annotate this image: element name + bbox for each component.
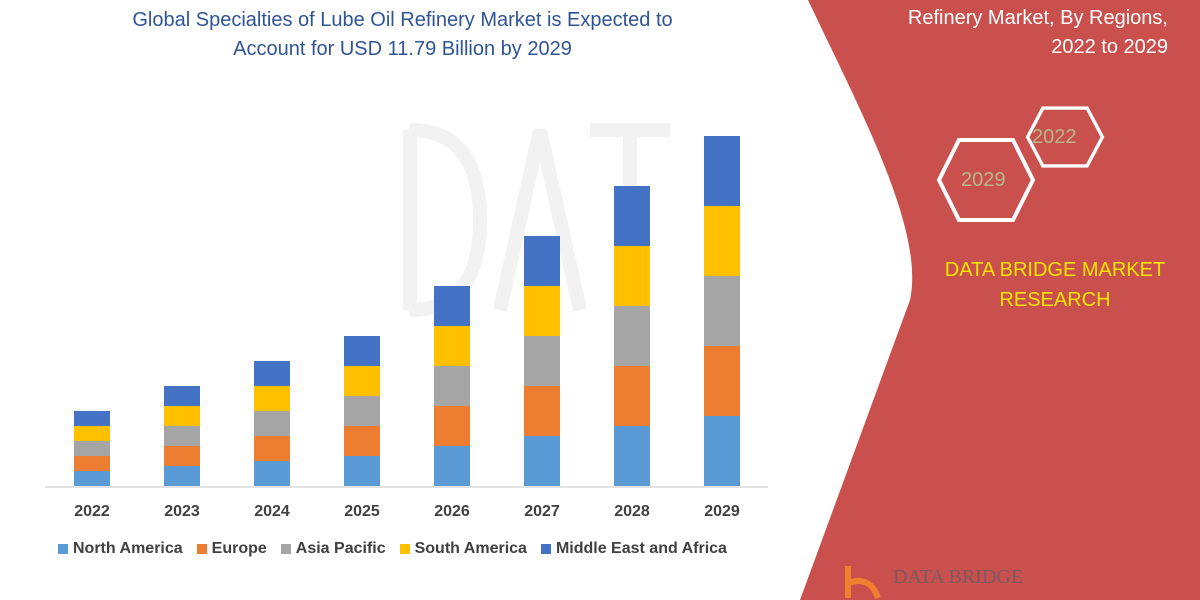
bar-2029-europe [704,346,740,416]
bar-2026-north-america [434,446,470,486]
x-tick-label: 2029 [704,503,740,520]
logo-text: DATA BRIDGE [893,566,1024,588]
bar-2028-europe [614,366,650,426]
brand-line-2: RESEARCH [999,289,1111,311]
legend-swatch [540,544,551,554]
x-tick-label: 2022 [74,503,110,520]
legend-item: South America [399,540,527,558]
bar-2027-south-america [524,286,560,336]
title-line-1: Global Specialties of Lube Oil Refinery … [132,9,673,31]
bar-2025-europe [344,426,380,456]
side-title: Refinery Market, By Regions, 2022 to 202… [908,4,1168,62]
brand-line-1: DATA BRIDGE MARKET [944,259,1166,281]
legend-item: Europe [196,540,267,558]
legend: North America Europe Asia Pacific South Ame… [58,540,727,558]
legend-item: Asia Pacific [280,540,386,558]
bar-2026-asia-pacific [434,366,470,406]
bar-2029-north-america [704,416,740,486]
bar-2024-europe [254,436,290,461]
legend-swatch [399,544,410,554]
bar-2024-asia-pacific [254,411,290,436]
x-tick-label: 2024 [254,503,290,520]
legend-swatch [196,544,207,554]
bar-2027-north-america [524,436,560,486]
legend-label: Europe [211,540,267,557]
bar-2027-middle-east-and-africa [524,236,560,286]
x-tick-label: 2023 [164,503,200,520]
legend-item: Middle East and Africa [540,540,727,558]
legend-swatch [280,544,291,554]
hex-2022 [1025,106,1105,168]
bar-2027-europe [524,386,560,436]
logo-icon [845,566,881,600]
bar-2023-south-america [164,406,200,426]
bar-2028-north-america [614,426,650,486]
hex-label-2029: 2029 [961,169,1006,191]
bar-2022-middle-east-and-africa [74,411,110,426]
legend-label: Middle East and Africa [555,540,727,557]
bar-2029-asia-pacific [704,276,740,346]
bar-2029-south-america [704,206,740,276]
bar-2028-south-america [614,246,650,306]
legend-label: North America [73,540,183,557]
bar-chart [74,136,740,486]
bar-2023-middle-east-and-africa [164,386,200,406]
bar-2028-asia-pacific [614,306,650,366]
bar-2024-north-america [254,461,290,486]
bar-2029-middle-east-and-africa [704,136,740,206]
bar-2026-middle-east-and-africa [434,286,470,326]
x-tick-label: 2028 [614,503,650,520]
legend-item: North America [58,540,183,558]
legend-swatch [58,544,68,554]
bar-2025-asia-pacific [344,396,380,426]
legend-label: South America [414,540,527,557]
title-line-2: Account for USD 11.79 Billion by 2029 [233,38,572,60]
x-tick-label: 2026 [434,503,470,520]
hex-label-2022: 2022 [1032,126,1077,148]
brand-text: DATA BRIDGE MARKET RESEARCH [905,255,1200,315]
legend-label: Asia Pacific [295,540,386,557]
bar-2025-south-america [344,366,380,396]
side-panel [800,0,1200,600]
bar-2026-europe [434,406,470,446]
side-title-line-1: Refinery Market, By Regions, [907,7,1168,29]
x-tick-label: 2025 [344,503,380,520]
bar-2025-north-america [344,456,380,486]
x-tick-label: 2027 [524,503,560,520]
bar-2022-asia-pacific [74,441,110,456]
bar-2027-asia-pacific [524,336,560,386]
bar-2022-europe [74,456,110,471]
side-title-line-2: 2022 to 2029 [1051,36,1168,58]
bar-2024-middle-east-and-africa [254,361,290,386]
bar-2023-europe [164,446,200,466]
bar-2022-south-america [74,426,110,441]
bar-2023-north-america [164,466,200,486]
bar-2025-middle-east-and-africa [344,336,380,366]
hex-2029 [936,138,1036,222]
bar-2024-south-america [254,386,290,411]
chart-title: Global Specialties of Lube Oil Refinery … [40,6,765,64]
bar-2022-north-america [74,471,110,486]
bar-2028-middle-east-and-africa [614,186,650,246]
bar-2026-south-america [434,326,470,366]
bar-2023-asia-pacific [164,426,200,446]
